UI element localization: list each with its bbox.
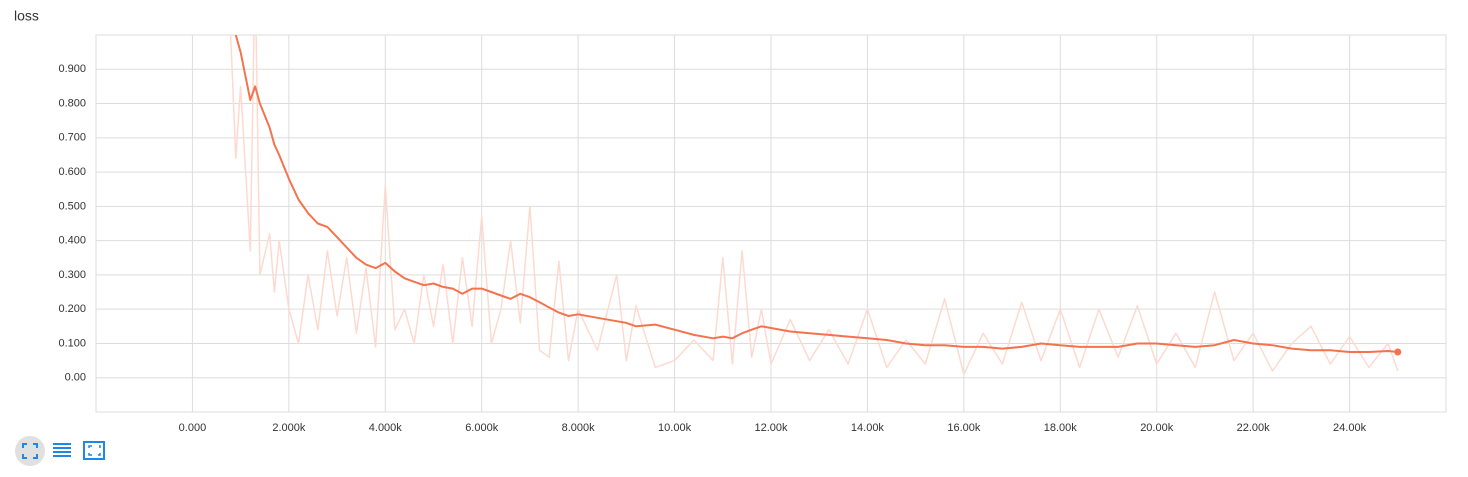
x-tick-label: 14.00k [851,422,885,434]
x-tick-label: 16.00k [947,422,981,434]
series-line [229,35,1399,376]
y-tick-label: 0.400 [58,235,86,247]
x-tick-label: 10.00k [658,422,692,434]
zoom-button[interactable] [83,441,105,460]
fit-icon [22,443,38,459]
y-tick-label: 0.500 [58,200,86,212]
chart-title: loss [14,8,39,24]
grid [96,35,1446,412]
y-tick-label: 0.700 [58,132,86,144]
x-tick-label: 2.000k [272,422,306,434]
x-tick-label: 22.00k [1237,422,1271,434]
x-tick-label: 24.00k [1333,422,1367,434]
fit-button[interactable] [15,436,45,466]
x-tick-label: 4.000k [369,422,403,434]
last-point [1394,348,1402,356]
x-tick-label: 20.00k [1140,422,1174,434]
series-line [234,35,1398,353]
x-tick-label: 18.00k [1044,422,1078,434]
y-tick-label: 0.200 [58,303,86,315]
lines [229,35,1402,376]
x-tick-label: 6.000k [465,422,499,434]
x-tick-label: 8.000k [562,422,596,434]
y-tick-label: 0.800 [58,97,86,109]
y-tick-label: 0.600 [58,166,86,178]
zoom-icon [88,445,101,456]
toolbar [15,436,105,466]
x-tick-label: 12.00k [754,422,788,434]
y-tick-label: 0.900 [58,63,86,75]
axes: 0.00 0.100 0.200 0.300 0.400 0.500 0.600 0.700 0… [58,63,1366,434]
log-button[interactable] [53,443,71,457]
x-tick-label: 0.000 [179,422,207,434]
y-tick-label: 0.300 [58,269,86,281]
y-tick-label: 0.100 [58,337,86,349]
y-tick-label: 0.00 [65,372,86,384]
